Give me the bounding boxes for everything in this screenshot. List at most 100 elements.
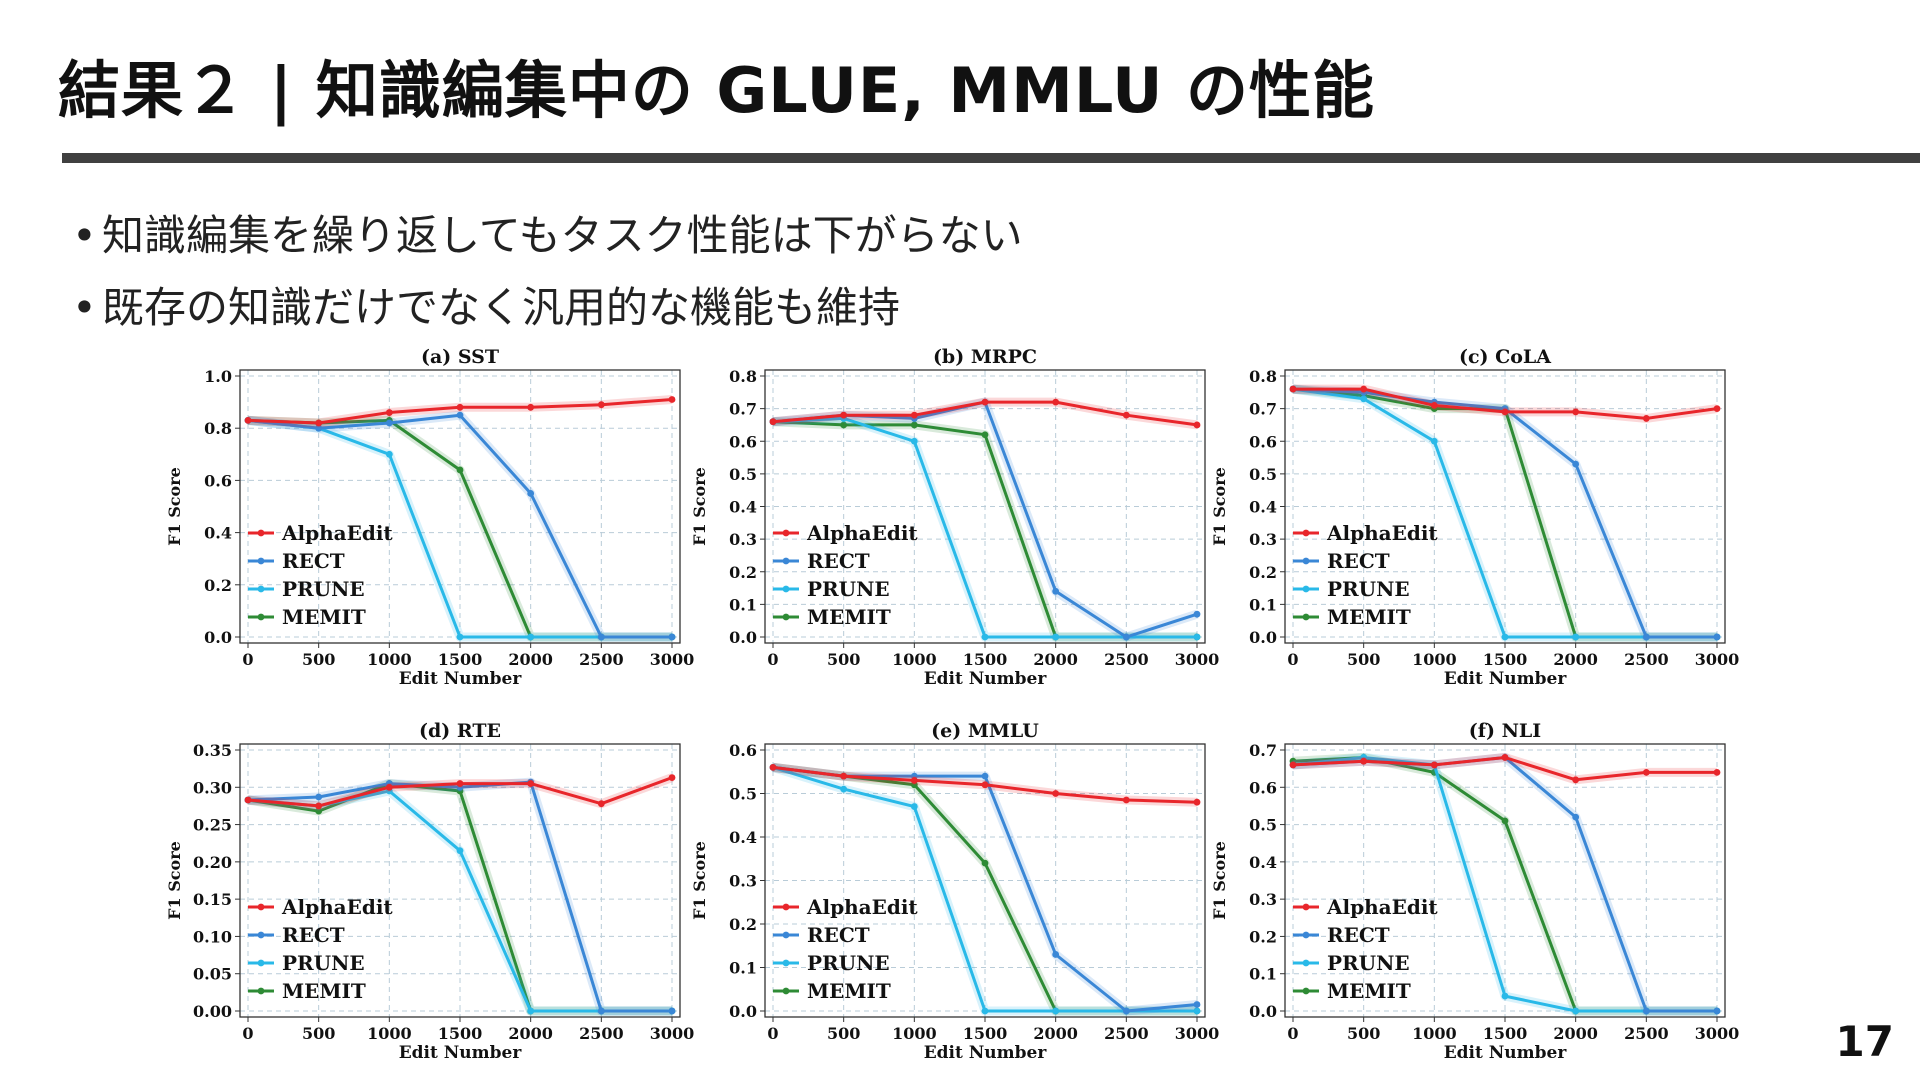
y-tick-label: 0.7 <box>1249 400 1277 419</box>
data-point <box>769 418 777 426</box>
x-axis-label: Edit Number <box>1444 669 1568 689</box>
x-tick-label: 2500 <box>579 650 624 669</box>
y-tick-label: 0.5 <box>729 465 757 484</box>
data-point <box>1360 385 1368 393</box>
legend-label: AlphaEdit <box>1326 521 1438 545</box>
data-point <box>1052 1007 1060 1015</box>
legend-label: RECT <box>1327 923 1390 947</box>
x-tick-label: 2000 <box>508 650 553 669</box>
x-tick-label: 2500 <box>1104 1024 1149 1043</box>
bullet-item: • 知識編集を繰り返してもタスク性能は下がらない <box>72 200 1023 272</box>
data-point <box>244 416 252 424</box>
data-point <box>1289 761 1297 769</box>
data-point <box>1642 633 1650 641</box>
data-point <box>1052 633 1060 641</box>
legend-marker <box>257 557 265 565</box>
legend-label: MEMIT <box>282 979 366 1003</box>
y-tick-label: 0.8 <box>1249 367 1277 386</box>
x-axis-label: Edit Number <box>1444 1043 1568 1063</box>
y-axis-label: F1 Score <box>165 467 184 546</box>
data-point <box>910 411 918 419</box>
legend-label: AlphaEdit <box>806 521 918 545</box>
legend-marker <box>782 529 790 537</box>
x-tick-label: 1500 <box>963 650 1008 669</box>
legend-label: MEMIT <box>282 605 366 629</box>
x-tick-label: 2500 <box>1624 650 1669 669</box>
data-point <box>1430 437 1438 445</box>
y-tick-label: 0.7 <box>729 400 757 419</box>
data-point <box>981 781 989 789</box>
x-tick-label: 500 <box>1347 650 1380 669</box>
legend-marker <box>1302 931 1310 939</box>
legend-marker <box>1302 557 1310 565</box>
x-tick-label: 500 <box>1347 1024 1380 1043</box>
data-point <box>1193 610 1201 618</box>
data-point <box>981 398 989 406</box>
x-tick-label: 1500 <box>1483 1024 1528 1043</box>
x-axis-label: Edit Number <box>399 1043 523 1063</box>
slide-title: 結果２ | 知識編集中の GLUE, MMLU の性能 <box>58 54 1376 127</box>
legend-marker <box>782 613 790 621</box>
data-point <box>1572 813 1580 821</box>
data-point <box>315 424 323 432</box>
legend-marker <box>1302 585 1310 593</box>
data-point <box>1052 587 1060 595</box>
x-tick-label: 1000 <box>892 1024 937 1043</box>
legend-marker <box>1302 529 1310 537</box>
legend-marker <box>1302 987 1310 995</box>
y-tick-label: 0.0 <box>1249 1002 1277 1021</box>
y-tick-label: 0.2 <box>204 576 232 595</box>
data-point <box>1052 398 1060 406</box>
x-tick-label: 0 <box>767 1024 778 1043</box>
x-tick-label: 0 <box>767 650 778 669</box>
data-point <box>1501 992 1509 1000</box>
y-tick-label: 0.6 <box>729 432 757 451</box>
chart-title: (f) NLI <box>1469 720 1541 742</box>
legend-marker <box>257 987 265 995</box>
x-tick-label: 2000 <box>1033 1024 1078 1043</box>
data-point <box>1430 401 1438 409</box>
legend-label: PRUNE <box>282 577 365 601</box>
y-tick-label: 1.0 <box>204 367 232 386</box>
y-tick-label: 0.00 <box>193 1002 232 1021</box>
y-tick-label: 0.8 <box>204 419 232 438</box>
x-tick-label: 3000 <box>1695 650 1740 669</box>
bullet-dot: • <box>72 211 97 260</box>
x-tick-label: 2000 <box>1033 650 1078 669</box>
x-axis-label: Edit Number <box>399 669 523 689</box>
bullet-list: • 知識編集を繰り返してもタスク性能は下がらない • 既存の知識だけでなく汎用的な機… <box>72 200 1023 344</box>
x-axis-label: Edit Number <box>924 669 1048 689</box>
x-tick-label: 1500 <box>438 650 483 669</box>
y-tick-label: 0.5 <box>729 785 757 804</box>
legend-marker <box>257 903 265 911</box>
y-tick-label: 0.1 <box>1249 595 1277 614</box>
y-tick-label: 0.2 <box>1249 927 1277 946</box>
x-tick-label: 3000 <box>1175 1024 1220 1043</box>
data-point <box>1572 1007 1580 1015</box>
data-point <box>1193 1007 1201 1015</box>
data-point <box>527 633 535 641</box>
data-point <box>1122 796 1130 804</box>
x-tick-label: 1500 <box>963 1024 1008 1043</box>
y-tick-label: 0.0 <box>204 628 232 647</box>
x-tick-label: 3000 <box>1175 650 1220 669</box>
x-tick-label: 500 <box>827 650 860 669</box>
legend-label: RECT <box>807 549 870 573</box>
data-point <box>1501 754 1509 761</box>
legend-label: AlphaEdit <box>806 895 918 919</box>
y-tick-label: 0.3 <box>1249 530 1277 549</box>
data-point <box>1360 395 1368 403</box>
chart-panel: (c) CoLA 0 500 1000 1500 2000 2500 3000 0.0 0.1 0.… <box>1210 346 1739 689</box>
legend-marker <box>1302 903 1310 911</box>
legend-marker <box>257 931 265 939</box>
legend-marker <box>782 557 790 565</box>
y-tick-label: 0.6 <box>204 471 232 490</box>
y-tick-label: 0.1 <box>1249 965 1277 984</box>
legend-marker <box>782 959 790 967</box>
legend-label: RECT <box>1327 549 1390 573</box>
data-point <box>456 466 464 474</box>
legend-marker <box>257 585 265 593</box>
data-point <box>1052 790 1060 797</box>
y-axis-label: F1 Score <box>690 841 709 920</box>
data-point <box>1572 633 1580 641</box>
